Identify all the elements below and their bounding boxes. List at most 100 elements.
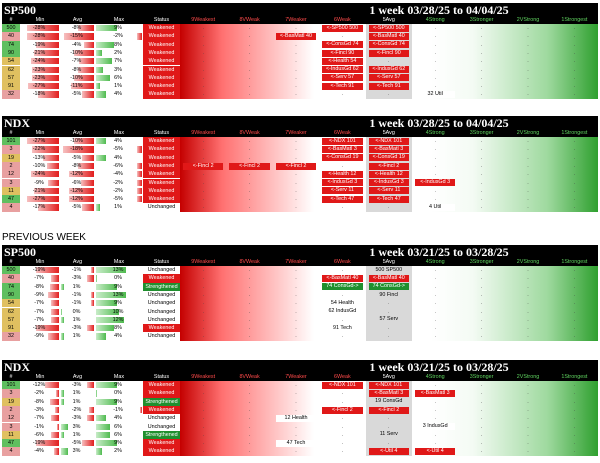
panel-body: 500 -19% -1% 13% Unchanged......... 40 -7% -3% 0… [2, 266, 598, 341]
member-count: 74 [2, 40, 20, 49]
max-value: 6% [114, 431, 122, 438]
min-value: -9% [34, 291, 44, 298]
status-badge: Weakened [143, 447, 180, 456]
max-value: 4% [114, 154, 122, 161]
min-bar [26, 138, 59, 145]
sector-label: <-BasMatl 40 [368, 32, 409, 40]
avg-value: 1% [72, 398, 81, 405]
bin-placeholder-dot: . [295, 431, 297, 438]
bin-placeholder-dot: . [341, 423, 344, 430]
table-row: 2-3%-2%-1%Weakened......... [2, 405, 598, 415]
bin-placeholder-dot: . [202, 423, 204, 430]
avg-value: -3% [71, 275, 82, 282]
max-value: -2% [113, 187, 123, 194]
bin-placeholder-dot: . [248, 204, 251, 211]
bin-placeholder-dot: . [434, 398, 436, 405]
bin-placeholder-dot: . [480, 49, 483, 56]
panel-period: 1 week 03/28/25 to 04/04/25 [369, 116, 509, 130]
max-value: 1% [114, 204, 122, 211]
bin-placeholder-dot: . [295, 325, 297, 332]
column-header-num: # [9, 374, 13, 380]
avg-value: -4% [71, 41, 82, 48]
member-count: 101 [2, 137, 20, 146]
bin-placeholder-dot: . [248, 415, 251, 422]
sector-label: <-Health 54 [322, 57, 363, 65]
bin-placeholder-dot: . [480, 267, 483, 273]
bin-placeholder-dot: . [573, 138, 576, 144]
table-row: 11-6%1%6%Strengthened......... [2, 430, 598, 440]
sector-label: <-NDX 101 [368, 381, 409, 389]
avg-value: -5% [71, 440, 82, 447]
bin-placeholder-dot: . [341, 390, 344, 397]
status-badge: Weakened [143, 65, 180, 74]
min-value: -17% [32, 204, 46, 211]
bin-placeholder-dot: . [527, 300, 529, 307]
bin-placeholder-dot: . [388, 91, 390, 98]
min-bar [38, 91, 59, 98]
member-count: 32 [2, 90, 20, 99]
section-label: PREVIOUS WEEK [2, 232, 86, 243]
sector-label: <-Fincl 90 [322, 49, 363, 57]
bin-placeholder-dot: . [480, 204, 483, 211]
min-bar [44, 382, 59, 389]
bin-placeholder-dot: . [527, 25, 529, 31]
sector-label: <-BasMatl 40 [368, 274, 409, 282]
bin-header-7weaker: 7Weaker [285, 17, 307, 23]
panel-body: 500-28%-8%9%Weakened.........40-28%-15%-… [2, 24, 598, 99]
avg-bar [61, 390, 64, 397]
min-bar [51, 431, 59, 439]
sector-label: <-Health 12 [322, 170, 363, 178]
bin-placeholder-dot: . [341, 431, 344, 438]
min-bar [27, 83, 59, 90]
bin-placeholder-dot: . [480, 146, 483, 153]
max-bar [96, 138, 107, 145]
bin-placeholder-dot: . [248, 196, 251, 203]
table-row: 3-2%1%0%Weakened......... [2, 389, 598, 398]
bin-placeholder-dot: . [248, 267, 251, 273]
avg-value: -2% [71, 406, 82, 413]
max-value: -2% [113, 179, 123, 186]
status-badge: Unchanged [143, 315, 180, 325]
min-bar [30, 58, 59, 65]
min-value: -19% [32, 325, 46, 332]
bin-placeholder-dot: . [248, 423, 251, 430]
member-count: 11 [2, 186, 20, 196]
bin-placeholder-dot: . [202, 283, 204, 290]
bin-placeholder-dot: . [248, 66, 251, 73]
member-count: 47 [2, 439, 20, 448]
sector-label: <-Fincl 2 [275, 162, 317, 170]
bin-placeholder-dot: . [341, 291, 344, 298]
max-value: 9% [114, 25, 122, 31]
bin-placeholder-dot: . [527, 275, 529, 282]
bin-placeholder-dot: . [480, 333, 483, 340]
bin-placeholder-dot: . [341, 440, 344, 447]
bin-placeholder-dot: . [248, 138, 251, 144]
table-row: 12-24%-12%-4%Weakened......... [2, 170, 598, 179]
member-count: 40 [2, 32, 20, 41]
bin-placeholder-dot: . [202, 196, 204, 203]
bin-placeholder-dot: . [295, 448, 297, 455]
bin-placeholder-dot: . [295, 187, 297, 194]
bin-placeholder-dot: . [295, 398, 297, 405]
bin-placeholder-dot: . [295, 146, 297, 153]
bin-placeholder-dot: . [341, 415, 344, 422]
bin-placeholder-dot: . [434, 74, 436, 81]
bin-placeholder-dot: . [388, 308, 390, 315]
bin-placeholder-dot: . [573, 291, 576, 298]
rrg-panel-ndx-prev: NDX 1 week 03/21/25 to 03/28/25 # Min Avg Max… [2, 360, 598, 456]
member-count: 91 [2, 324, 20, 333]
bin-placeholder-dot: . [295, 204, 297, 211]
bin-placeholder-dot: . [480, 58, 483, 65]
member-count: 57 [2, 315, 20, 325]
bin-header-4strong: 4Strong [425, 130, 445, 136]
bin-placeholder-dot: . [341, 33, 344, 40]
bin-placeholder-dot: . [480, 423, 483, 430]
bin-placeholder-dot: . [202, 41, 204, 48]
max-bar [96, 267, 126, 274]
status-badge: Weakened [143, 137, 180, 146]
bin-placeholder-dot: . [248, 333, 251, 340]
avg-bar [69, 187, 94, 195]
bin-placeholder-dot: . [434, 333, 436, 340]
panel-body: 101-27%-10%4%Weakened.........3-22%-18%-… [2, 137, 598, 212]
bin-placeholder-dot: . [573, 171, 576, 178]
